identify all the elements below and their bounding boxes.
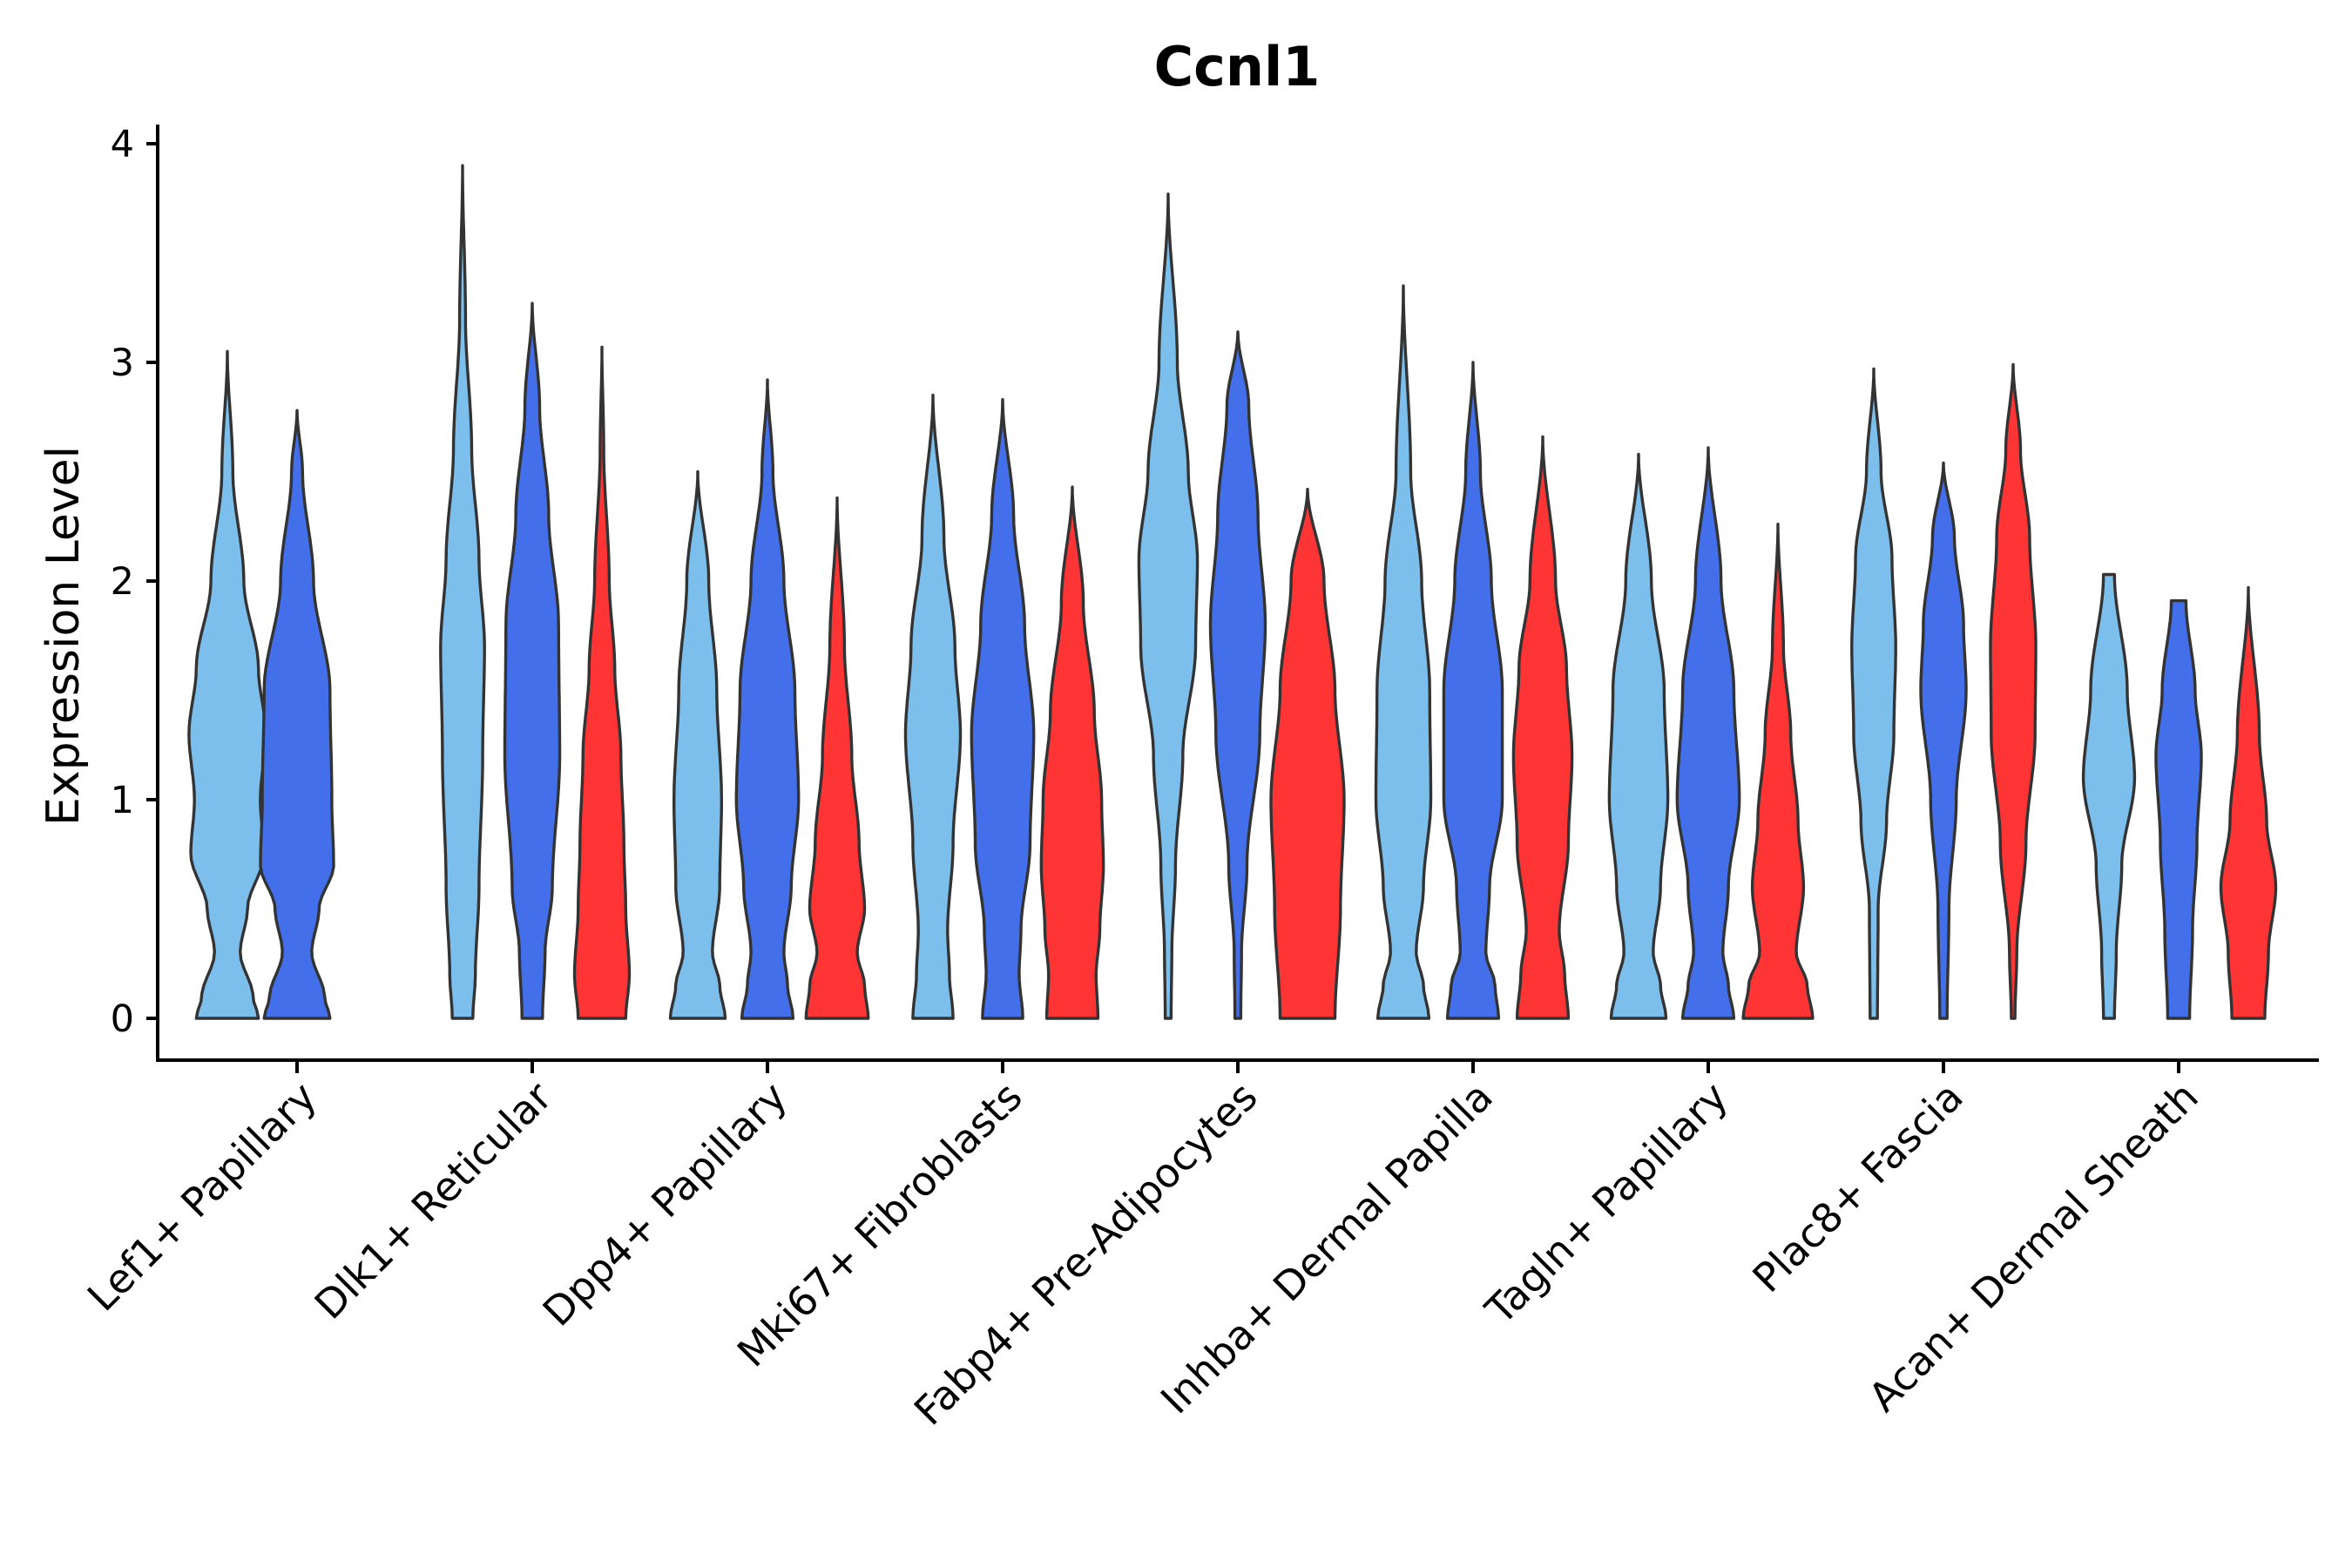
violin-blue — [1675, 446, 1741, 1020]
violin-light-blue — [1850, 367, 1897, 1020]
violin-red — [572, 345, 632, 1020]
violin-group — [1374, 284, 1574, 1020]
chart-title: Ccnl1 — [1154, 35, 1321, 98]
violin-red — [804, 496, 870, 1020]
violin-group — [439, 164, 632, 1020]
violin-group — [187, 349, 335, 1020]
violin-red — [1989, 362, 2038, 1020]
violin-red — [1741, 523, 1815, 1020]
y-tick-label: 3 — [111, 341, 134, 385]
x-tick-label: Plac8+ Fascia — [1743, 1073, 1971, 1301]
violin-blue — [2154, 598, 2203, 1020]
violin-group — [1850, 362, 2038, 1020]
x-tick-label: Dlk1+ Reticular — [306, 1073, 561, 1328]
violin-layer — [187, 164, 2278, 1020]
violin-blue — [734, 378, 801, 1020]
y-axis-label: Expression Level — [37, 446, 90, 826]
violin-group — [1137, 193, 1346, 1020]
y-tick-label: 2 — [111, 560, 134, 604]
x-tick-label: Tagln+ Papillary — [1476, 1073, 1737, 1335]
y-tick-label: 4 — [111, 123, 134, 166]
violin-light-blue — [1374, 284, 1433, 1020]
violin-group — [668, 378, 870, 1020]
y-tick-label: 1 — [111, 779, 134, 822]
violin-blue — [1442, 361, 1504, 1020]
x-tick-label: Lef1+ Papillary — [78, 1073, 326, 1321]
violin-light-blue — [2081, 572, 2137, 1020]
violin-group — [1607, 446, 1815, 1020]
violin-light-blue — [1137, 193, 1200, 1020]
violin-blue — [503, 301, 562, 1020]
y-ticks: 0 1 2 3 4 — [111, 123, 158, 1041]
violin-light-blue — [439, 164, 486, 1020]
violin-light-blue — [903, 393, 963, 1020]
violin-light-blue — [668, 470, 727, 1020]
violin-red — [1511, 435, 1574, 1020]
violin-blue — [1919, 461, 1968, 1020]
violin-blue — [259, 409, 335, 1020]
violin-group — [2081, 572, 2278, 1020]
violin-blue — [1208, 330, 1267, 1020]
x-tick-label: Dpp4+ Papillary — [534, 1073, 796, 1335]
violin-red — [1269, 487, 1346, 1020]
y-tick-label: 0 — [111, 997, 134, 1041]
violin-blue — [970, 398, 1036, 1020]
violin-red — [1039, 485, 1105, 1020]
violin-light-blue — [1607, 452, 1670, 1020]
violin-red — [2219, 585, 2278, 1020]
violin-light-blue — [187, 349, 267, 1020]
violin-group — [903, 393, 1105, 1020]
